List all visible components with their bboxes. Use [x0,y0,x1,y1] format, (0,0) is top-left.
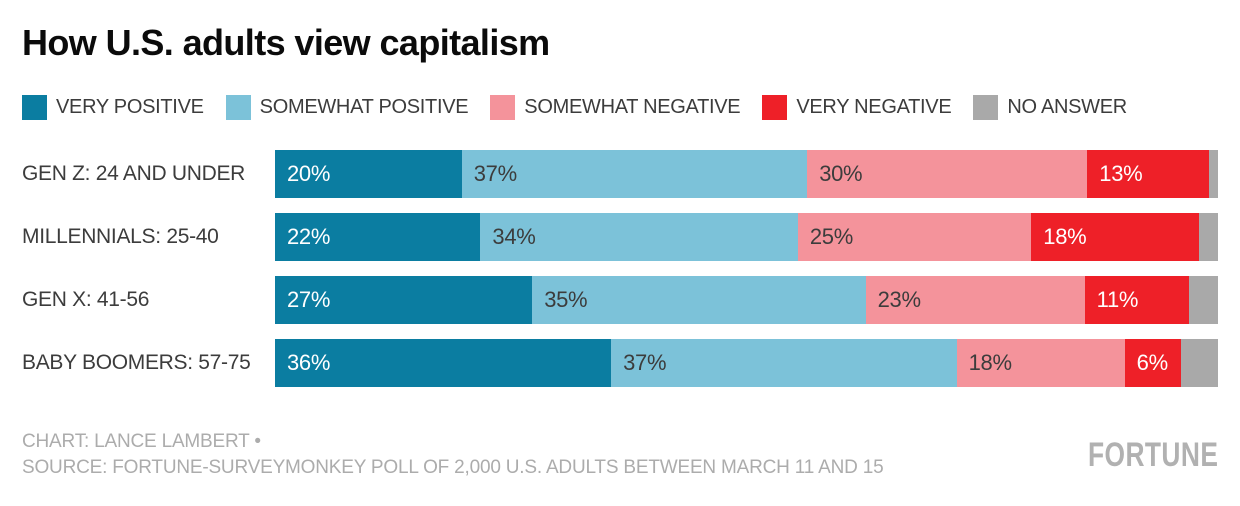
bar-segment: 37% [461,149,808,198]
segment-value-label: 18% [1043,223,1087,249]
legend-swatch-icon [490,94,516,120]
legend: VERY POSITIVE SOMEWHAT POSITIVE SOMEWHAT N… [22,94,1218,120]
legend-label: SOMEWHAT POSITIVE [259,95,469,118]
bar-segment: 35% [532,275,866,324]
footer-credits: CHART: LANCE LAMBERT • SOURCE: FORTUNE-S… [22,430,884,479]
legend-item: VERY NEGATIVE [762,94,952,120]
legend-item: SOMEWHAT NEGATIVE [490,94,741,120]
segment-value-label: 25% [809,223,853,249]
bar-row: GEN X: 41-56 27% 35% 23% 11% [22,275,1219,324]
bar-track: 27% 35% 23% 11% [275,275,1219,324]
segment-value-label: 34% [492,223,536,249]
legend-item: VERY POSITIVE [22,94,204,120]
bar-row: GEN Z: 24 AND UNDER 20% 37% 30% 13% [22,149,1218,198]
bar-segment [1180,338,1218,387]
segment-value-label: 37% [473,160,517,186]
legend-swatch-icon [762,94,788,120]
chart-credit: CHART: LANCE LAMBERT • [22,430,261,452]
segment-value-label: 30% [819,160,863,186]
bar-segment: 6% [1124,338,1181,387]
bar-segment: 13% [1087,149,1209,198]
category-label: BABY BOOMERS: 57-75 [22,350,251,374]
legend-swatch-icon [973,94,999,120]
bar-segment: 11% [1084,275,1190,324]
chart-title: How U.S. adults view capitalism [22,22,550,63]
fortune-logo: FORTUNE [1087,434,1218,474]
bar-row: MILLENNIALS: 25-40 22% 34% 25% 18% [22,212,1219,261]
footer: CHART: LANCE LAMBERT • SOURCE: FORTUNE-S… [22,431,1218,479]
legend-label: VERY NEGATIVE [796,95,952,118]
chart-source: SOURCE: FORTUNE-SURVEYMONKEY POLL OF 2,0… [22,456,884,478]
bar-segment: 30% [807,149,1088,198]
segment-value-label: 27% [287,286,331,312]
legend-label: NO ANSWER [1007,95,1127,118]
bar-track: 20% 37% 30% 13% [275,149,1218,198]
bar-segment: 27% [275,275,533,324]
category-label: GEN X: 41-56 [22,287,150,311]
bar-chart: GEN Z: 24 AND UNDER 20% 37% 30% 13% MILLENNIA… [22,149,1219,387]
bar-segment: 37% [611,338,957,387]
bar-segment: 36% [275,338,612,387]
segment-value-label: 36% [287,349,331,375]
segment-value-label: 11% [1096,286,1139,312]
bar-segment: 18% [1031,212,1200,261]
segment-value-label: 6% [1136,349,1169,375]
bar-segment [1189,275,1219,324]
segment-value-label: 37% [623,349,667,375]
bar-track: 22% 34% 25% 18% [275,212,1219,261]
bar-segment [1208,149,1218,198]
bar-segment: 20% [275,149,462,198]
legend-swatch-icon [22,94,47,120]
segment-value-label: 23% [877,286,921,312]
bar-track: 36% 37% 18% 6% [275,338,1218,387]
segment-value-label: 22% [287,223,331,249]
legend-item: NO ANSWER [973,94,1127,120]
bar-segment [1199,212,1219,261]
segment-value-label: 18% [968,349,1012,375]
category-label: GEN Z: 24 AND UNDER [22,161,246,185]
bar-segment: 34% [480,212,798,261]
segment-value-label: 13% [1099,160,1143,186]
bar-row: BABY BOOMERS: 57-75 36% 37% 18% 6% [22,338,1218,387]
legend-label: VERY POSITIVE [56,95,204,118]
legend-swatch-icon [225,94,251,120]
legend-item: SOMEWHAT POSITIVE [225,94,469,120]
category-label: MILLENNIALS: 25-40 [22,224,219,248]
bar-segment: 22% [275,212,481,261]
bar-segment: 23% [865,275,1085,324]
bar-segment: 25% [797,212,1032,261]
bar-segment: 18% [956,338,1125,387]
legend-label: SOMEWHAT NEGATIVE [524,95,741,118]
segment-value-label: 20% [287,160,331,186]
segment-value-label: 35% [544,286,588,312]
